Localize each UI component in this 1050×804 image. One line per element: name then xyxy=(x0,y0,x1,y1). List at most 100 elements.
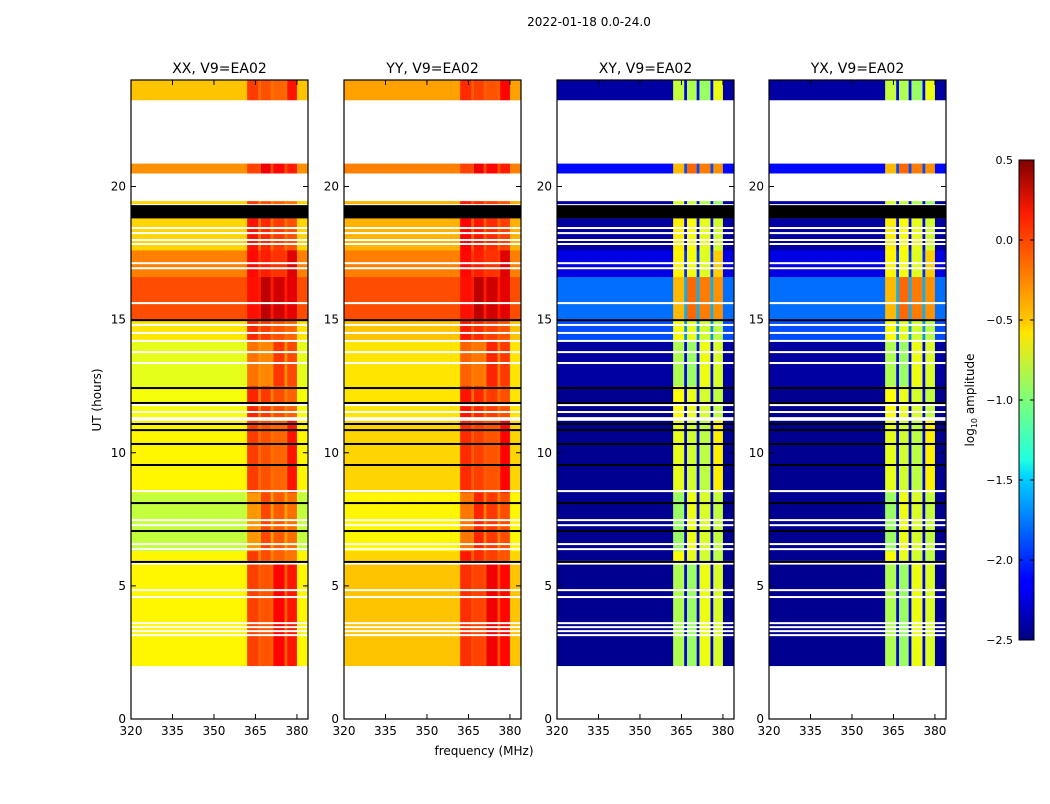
y-tick-label: 20 xyxy=(324,180,339,194)
heatmap-cell xyxy=(722,277,735,320)
heatmap-cell xyxy=(896,551,900,561)
x-tick-label: 380 xyxy=(923,724,946,738)
heatmap-cell xyxy=(284,80,288,101)
flag-line-white xyxy=(557,626,734,629)
flag-line-black xyxy=(344,530,521,533)
heatmap-cell xyxy=(684,277,688,320)
heatmap-cell xyxy=(710,420,714,493)
x-tick-label: 380 xyxy=(711,724,734,738)
flag-line-black xyxy=(769,319,946,322)
heatmap-cell xyxy=(284,564,288,667)
heatmap-cell xyxy=(673,163,685,174)
flag-line-white xyxy=(131,232,308,235)
flag-line-white xyxy=(131,622,308,625)
suptitle: 2022-01-18 0.0-24.0 xyxy=(527,15,651,29)
x-tick-label: 350 xyxy=(841,724,864,738)
heatmap-cell xyxy=(684,551,688,561)
heatmap-cell xyxy=(908,218,912,251)
heatmap-cell xyxy=(473,218,484,251)
colorbar-tick-label: −2.5 xyxy=(986,634,1013,647)
heatmap-cell xyxy=(898,420,909,493)
y-tick-label: 20 xyxy=(749,180,764,194)
heatmap-cell xyxy=(684,319,688,342)
heatmap-cell xyxy=(497,564,501,667)
flag-line-white xyxy=(769,351,946,354)
flag-line-white xyxy=(557,519,734,522)
heatmap-cell xyxy=(722,80,735,101)
heatmap-cell xyxy=(509,163,522,174)
heatmap-cell xyxy=(769,420,886,493)
heatmap-cell xyxy=(247,80,259,101)
heatmap-cell xyxy=(922,163,926,174)
flag-line-white xyxy=(769,524,946,527)
heatmap-cell xyxy=(908,564,912,667)
heatmap-cell xyxy=(270,277,274,320)
flag-line-white xyxy=(131,630,308,633)
heatmap-cell xyxy=(258,420,262,493)
flag-line-black xyxy=(557,401,734,404)
flag-line-white xyxy=(769,548,946,551)
heatmap-cell xyxy=(896,492,900,552)
heatmap-cell xyxy=(497,551,501,561)
heatmap-cell xyxy=(270,420,274,493)
heatmap-cell xyxy=(500,218,511,251)
heatmap-cell xyxy=(699,218,711,251)
heatmap-cell xyxy=(296,218,309,251)
flag-line-black xyxy=(344,502,521,505)
heatmap-cell xyxy=(483,564,487,667)
heatmap-cell xyxy=(131,80,248,101)
panel-title: XY, V9=EA02 xyxy=(599,61,693,77)
heatmap-cell xyxy=(699,564,711,667)
heatmap-cell xyxy=(471,201,475,205)
heatmap-cell xyxy=(296,492,309,552)
heatmap-cell xyxy=(769,201,886,205)
heatmap-cell xyxy=(471,564,475,667)
heatmap-cell xyxy=(260,80,271,101)
heatmap-cell xyxy=(284,201,288,205)
flag-line-white xyxy=(344,519,521,522)
heatmap-cell xyxy=(557,492,674,552)
heatmap-cell xyxy=(925,80,936,101)
y-tick-label: 5 xyxy=(118,579,126,593)
heatmap-cell xyxy=(911,201,923,205)
heatmap-cell xyxy=(486,277,498,320)
flag-line-black xyxy=(344,442,521,445)
heatmap-cell xyxy=(260,420,271,493)
heatmap-cell xyxy=(486,564,498,667)
heatmap-cell xyxy=(284,492,288,552)
flag-line-white xyxy=(557,331,734,334)
heatmap-cell xyxy=(922,80,926,101)
heatmap-cell xyxy=(131,218,248,251)
heatmap-cell xyxy=(710,551,714,561)
heatmap-cell xyxy=(769,492,886,552)
x-tick-label: 320 xyxy=(546,724,569,738)
heatmap-cell xyxy=(460,564,472,667)
heatmap-cell xyxy=(287,551,298,561)
flag-line-black xyxy=(557,422,734,425)
heatmap-cell xyxy=(500,492,511,552)
heatmap-cell xyxy=(696,319,700,342)
heatmap-cell xyxy=(273,163,285,174)
flag-line-white xyxy=(769,417,946,420)
heatmap-cell xyxy=(258,551,262,561)
heatmap-cell xyxy=(557,420,674,493)
heatmap-cell xyxy=(273,551,285,561)
heatmap-cell xyxy=(131,205,308,219)
heatmap-cell xyxy=(557,319,674,342)
heatmap-cell xyxy=(483,277,487,320)
heatmap-cell xyxy=(898,201,909,205)
flag-line-white xyxy=(769,490,946,493)
heatmap-cell xyxy=(247,277,259,320)
heatmap-cell xyxy=(483,80,487,101)
heatmap-cell xyxy=(344,218,461,251)
flag-line-black xyxy=(769,401,946,404)
flag-line-white xyxy=(344,626,521,629)
heatmap-cell xyxy=(509,551,522,561)
heatmap-cell xyxy=(885,551,897,561)
flag-line-white xyxy=(344,404,521,407)
flag-line-white xyxy=(131,543,308,546)
heatmap-cell xyxy=(922,551,926,561)
heatmap-cell xyxy=(673,319,685,342)
heatmap-cell xyxy=(486,420,498,493)
